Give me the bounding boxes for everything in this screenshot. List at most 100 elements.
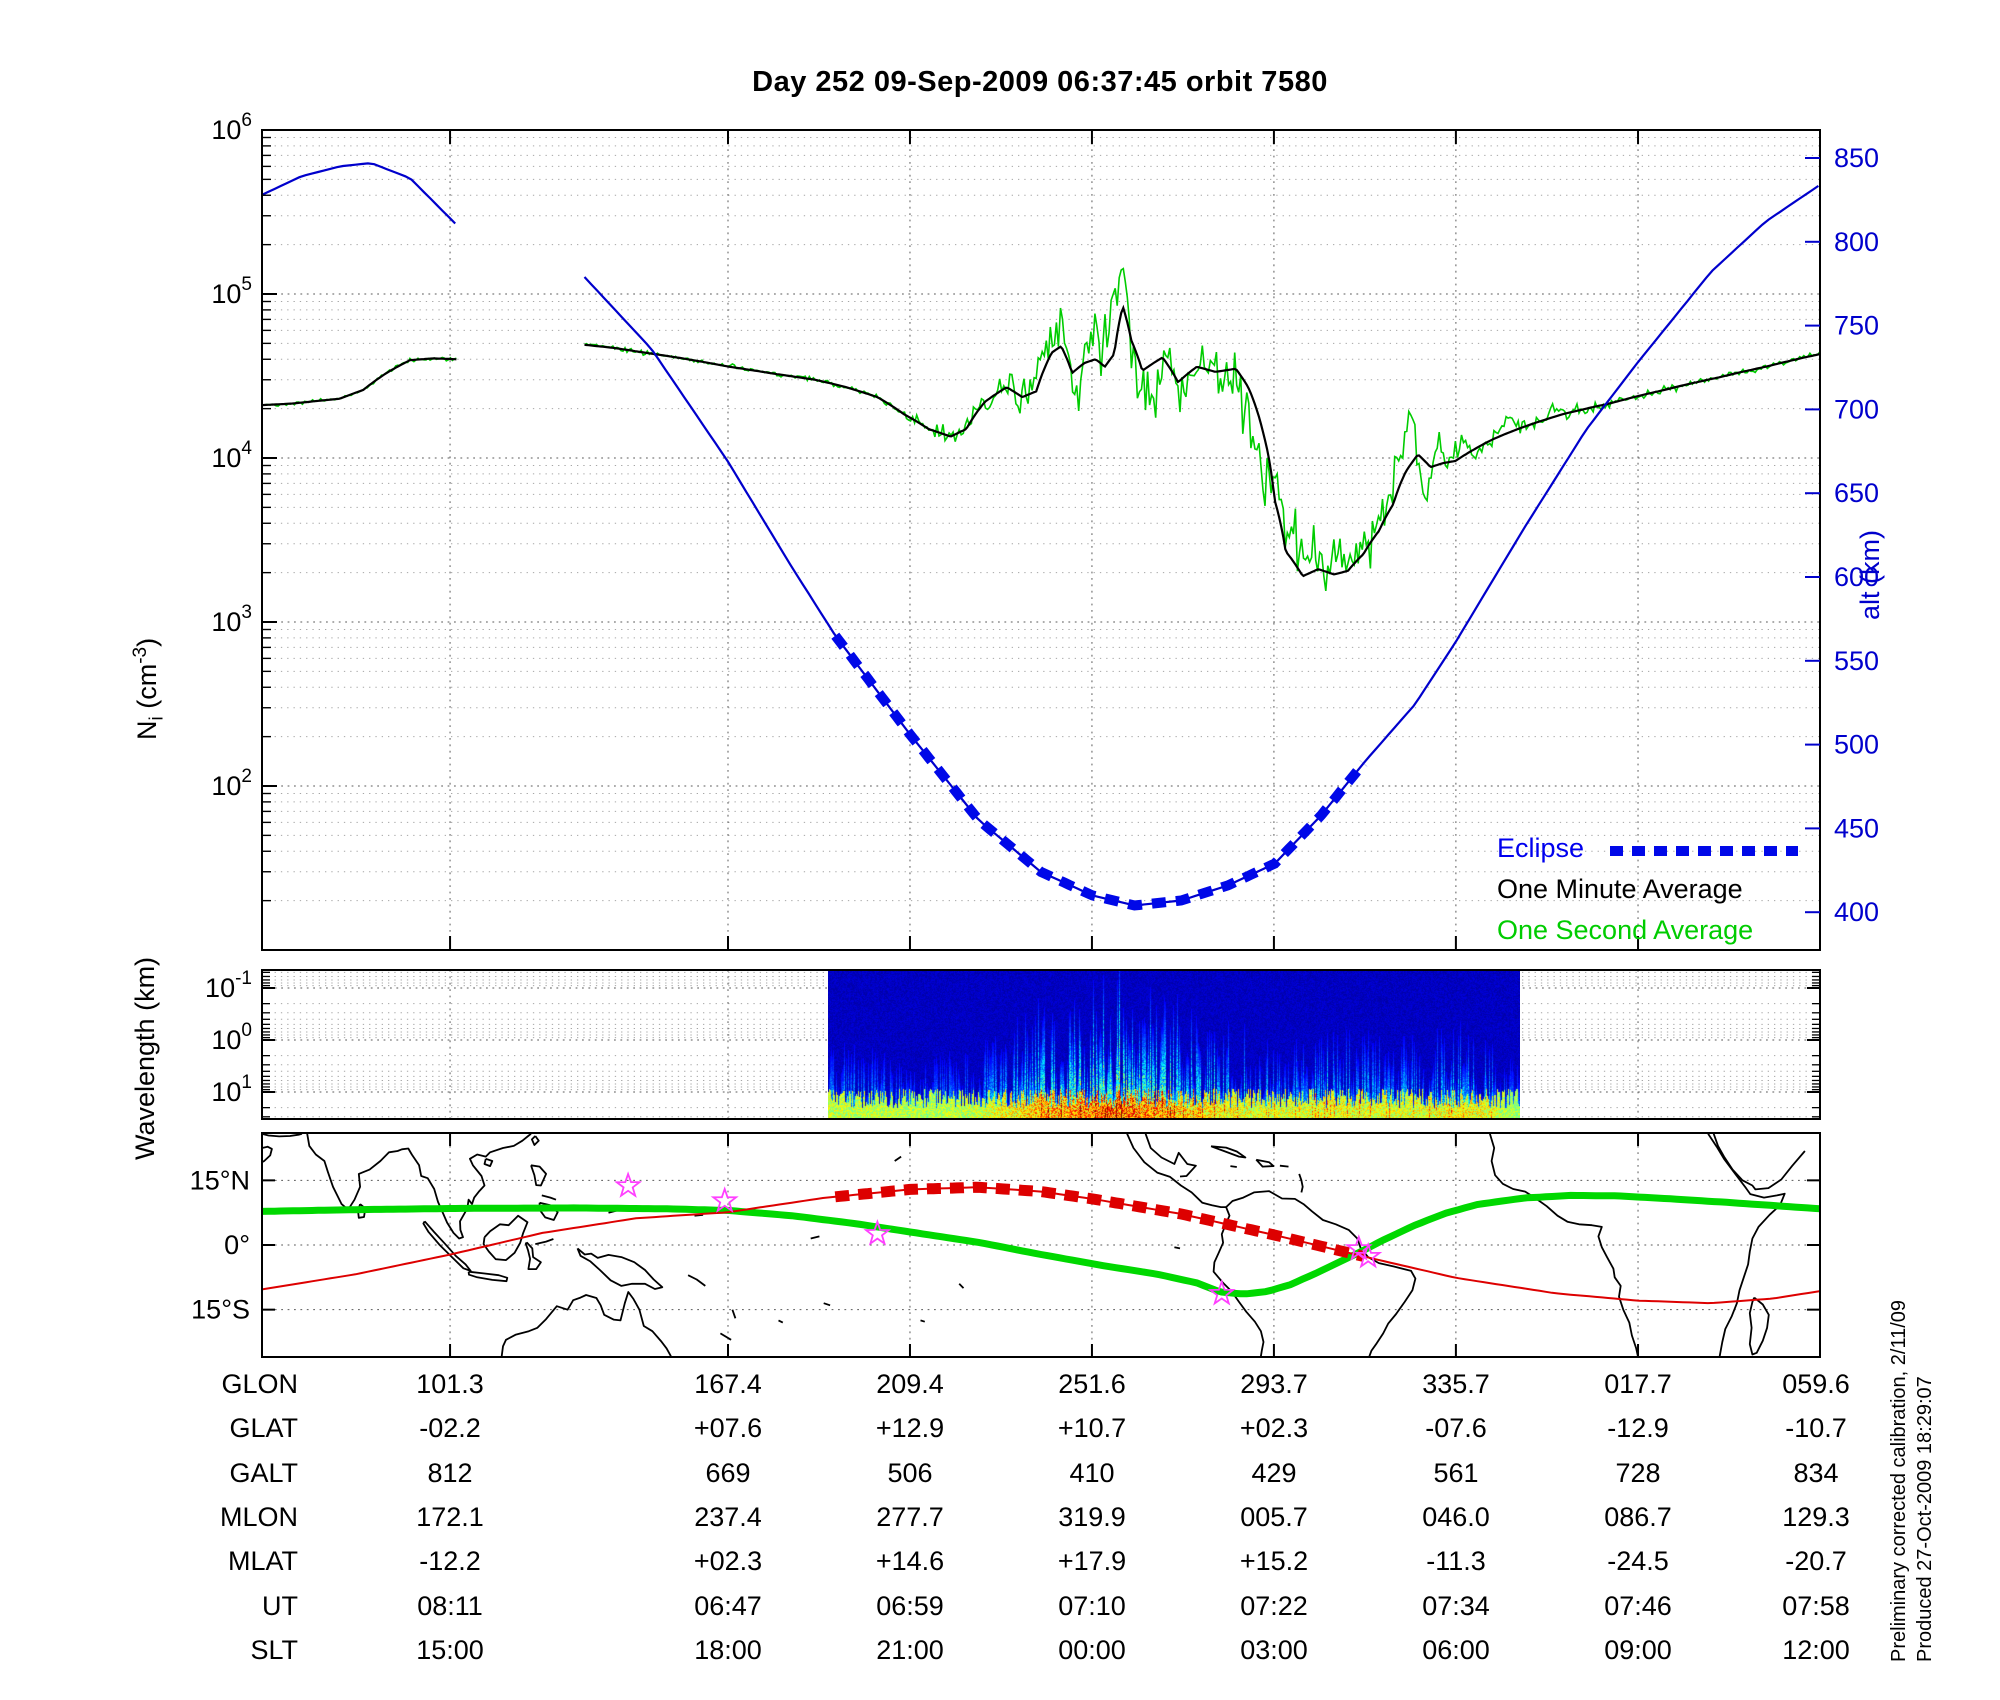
table-cell: +12.9: [876, 1413, 944, 1443]
event-star-marker: [1354, 1241, 1383, 1269]
table-cell: 086.7: [1604, 1502, 1672, 1532]
coastline: [778, 1319, 784, 1324]
table-cell: 251.6: [1058, 1369, 1126, 1399]
coastline: [1126, 1133, 1227, 1208]
density-tick-label: 102: [211, 766, 252, 801]
table-cell: 561: [1433, 1458, 1478, 1488]
table-cell: 728: [1615, 1458, 1660, 1488]
density-tick-label: 105: [211, 274, 252, 309]
event-star-marker: [614, 1171, 643, 1198]
coastline: [576, 1247, 664, 1290]
table-cell: 277.7: [876, 1502, 944, 1532]
altitude-tick-label: 500: [1834, 730, 1879, 760]
coastline: [500, 1291, 672, 1357]
event-star-marker: [1207, 1278, 1236, 1306]
coastline: [535, 1238, 554, 1245]
altitude-tick-label: 450: [1834, 813, 1879, 843]
table-row-label: GLON: [221, 1369, 298, 1399]
coastline: [541, 1194, 557, 1201]
coastline: [467, 1270, 509, 1283]
coastline: [1298, 1173, 1304, 1193]
table-cell: 101.3: [416, 1369, 484, 1399]
altitude-tick-label: 650: [1834, 478, 1879, 508]
altitude-axis-label: alt (km): [1855, 530, 1885, 620]
table-row-label: GALT: [229, 1458, 298, 1488]
table-cell: 07:58: [1782, 1591, 1850, 1621]
coastline: [530, 1164, 547, 1187]
table-cell: 172.1: [416, 1502, 484, 1532]
table-cell: 046.0: [1422, 1502, 1490, 1532]
table-cell: +17.9: [1058, 1546, 1126, 1576]
page-title: Day 252 09-Sep-2009 06:37:45 orbit 7580: [752, 66, 1328, 98]
table-cell: 09:00: [1604, 1635, 1672, 1665]
table-cell: -10.7: [1785, 1413, 1847, 1443]
coastline: [483, 1157, 494, 1167]
coastline: [422, 1220, 472, 1272]
ground-track-eclipse-dashes: [834, 1181, 1365, 1262]
table-cell: 005.7: [1240, 1502, 1308, 1532]
altitude-tick-label: 400: [1834, 897, 1879, 927]
coastline: [823, 1302, 831, 1307]
coastline: [1212, 1206, 1265, 1357]
density-tick-label: 103: [211, 602, 252, 637]
coastline: [1279, 1164, 1289, 1168]
table-cell: -12.2: [419, 1546, 481, 1576]
ephemeris-table: GLON 101.3 167.4 209.4 251.6 293.7 335.7 017.7 0…: [220, 1369, 1850, 1665]
coastline: [731, 1309, 737, 1319]
table-cell: -24.5: [1607, 1546, 1669, 1576]
world-map: [262, 1133, 1820, 1357]
table-cell: 18:00: [694, 1635, 762, 1665]
table-cell: 07:34: [1422, 1591, 1490, 1621]
coastline: [531, 1135, 540, 1146]
altitude-tick-label: 800: [1834, 227, 1879, 257]
coastline: [262, 1145, 273, 1163]
table-cell: 06:00: [1422, 1635, 1490, 1665]
table-cell: 00:00: [1058, 1635, 1126, 1665]
coastline: [1174, 1246, 1181, 1250]
coastline: [920, 1319, 926, 1323]
coastline: [894, 1155, 902, 1162]
side-note-produced: Produced 27-Oct-2009 18:29:07: [1914, 1376, 1936, 1662]
altitude-tick-label: 750: [1834, 311, 1879, 341]
legend-one-minute-label: One Minute Average: [1497, 874, 1743, 904]
table-cell: 059.6: [1782, 1369, 1850, 1399]
altitude-tick-label: 600: [1834, 562, 1879, 592]
table-cell: +14.6: [876, 1546, 944, 1576]
table-cell: +02.3: [1240, 1413, 1308, 1443]
table-cell: 167.4: [694, 1369, 762, 1399]
event-star-marker: [710, 1186, 739, 1213]
wavelength-axis-label: Wavelength (km): [130, 956, 160, 1160]
eclipse-dash-swatch: [1610, 845, 1799, 856]
table-cell: 06:59: [876, 1591, 944, 1621]
table-cell: +10.7: [1058, 1413, 1126, 1443]
coastline: [1144, 1133, 1197, 1178]
map-lat-tick-label: 0°: [224, 1230, 250, 1260]
coastline: [524, 1241, 542, 1270]
table-cell: 017.7: [1604, 1369, 1672, 1399]
coastline: [1707, 1133, 1786, 1357]
coastline: [1712, 1133, 1806, 1191]
table-cell: 07:10: [1058, 1591, 1126, 1621]
coastline: [1748, 1296, 1770, 1356]
coastline: [958, 1283, 965, 1289]
table-row-label: MLAT: [228, 1546, 298, 1576]
table-cell: 506: [887, 1458, 932, 1488]
table-cell: +02.3: [694, 1546, 762, 1576]
coastline: [1489, 1133, 1639, 1357]
table-row-label: GLAT: [229, 1413, 298, 1443]
table-cell: 237.4: [694, 1502, 762, 1532]
side-note-calibration: Preliminary corrected calibration, 2/11/…: [1888, 1299, 1910, 1662]
altitude-tick-label: 550: [1834, 646, 1879, 676]
table-cell: 293.7: [1240, 1369, 1308, 1399]
table-cell: 21:00: [876, 1635, 944, 1665]
legend: Eclipse One Minute Average One Second Av…: [1497, 828, 1799, 951]
table-cell: 209.4: [876, 1369, 944, 1399]
altitude-tick-label: 700: [1834, 394, 1879, 424]
table-cell: 08:11: [417, 1591, 483, 1621]
table-cell: 07:46: [1604, 1591, 1672, 1621]
table-cell: 834: [1793, 1458, 1838, 1488]
altitude-tick-label: 850: [1834, 143, 1879, 173]
table-cell: -12.9: [1607, 1413, 1669, 1443]
table-cell: -20.7: [1785, 1546, 1847, 1576]
